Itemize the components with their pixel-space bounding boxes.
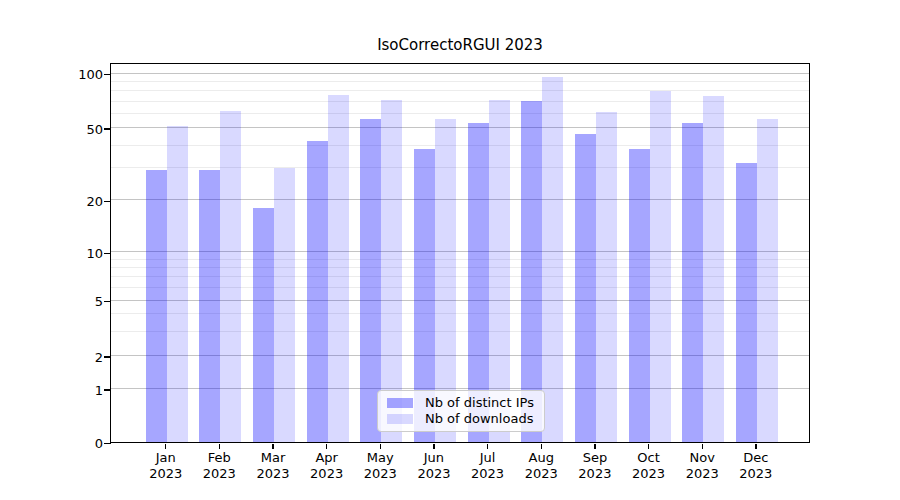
x-tick-label: Sep 2023 [568, 450, 622, 482]
x-tick-mark [326, 444, 327, 449]
legend-item-distinct-ips: Nb of distinct IPs [387, 395, 538, 411]
y-tick-label: 0 [50, 435, 103, 452]
x-tick-mark [541, 444, 542, 449]
x-tick-label: Nov 2023 [675, 450, 729, 482]
legend-swatch-distinct-ips [387, 398, 413, 408]
x-tick-label: Apr 2023 [300, 450, 354, 482]
y-tick-label: 10 [50, 245, 103, 262]
y-tick-label: 2 [50, 349, 103, 366]
y-tick-label: 50 [50, 121, 103, 138]
y-tick-label: 100 [50, 66, 103, 83]
x-tick-mark [702, 444, 703, 449]
x-tick-label: Oct 2023 [622, 450, 676, 482]
legend: Nb of distinct IPs Nb of downloads [377, 390, 545, 432]
x-tick-mark [272, 444, 273, 449]
x-tick-mark [648, 444, 649, 449]
y-tick-label: 20 [50, 193, 103, 210]
x-tick-mark [165, 444, 166, 449]
y-tick-mark [104, 74, 111, 75]
x-tick-mark [755, 444, 756, 449]
chart-figure: IsoCorrectoRGUI 2023 0125102050100Jan 20… [0, 0, 900, 500]
y-tick-mark [104, 301, 111, 302]
y-tick-label: 5 [50, 293, 103, 310]
y-tick-mark [104, 201, 111, 202]
x-tick-label: May 2023 [353, 450, 407, 482]
legend-label-downloads: Nb of downloads [425, 411, 533, 427]
y-tick-mark [104, 356, 111, 357]
legend-swatch-downloads [387, 414, 413, 424]
y-tick-mark [104, 253, 111, 254]
x-tick-label: Dec 2023 [729, 450, 783, 482]
legend-label-distinct-ips: Nb of distinct IPs [425, 395, 534, 411]
y-tick-label: 1 [50, 382, 103, 399]
x-tick-mark [380, 444, 381, 449]
x-tick-label: Jul 2023 [461, 450, 515, 482]
x-tick-mark [487, 444, 488, 449]
x-tick-mark [433, 444, 434, 449]
x-tick-mark [594, 444, 595, 449]
x-tick-label: Mar 2023 [246, 450, 300, 482]
y-tick-mark [104, 443, 111, 444]
x-tick-label: Jun 2023 [407, 450, 461, 482]
legend-item-downloads: Nb of downloads [387, 411, 538, 427]
x-tick-label: Aug 2023 [514, 450, 568, 482]
y-tick-mark [104, 128, 111, 129]
x-tick-label: Jan 2023 [139, 450, 193, 482]
x-tick-mark [219, 444, 220, 449]
x-tick-label: Feb 2023 [192, 450, 246, 482]
y-tick-mark [104, 389, 111, 390]
